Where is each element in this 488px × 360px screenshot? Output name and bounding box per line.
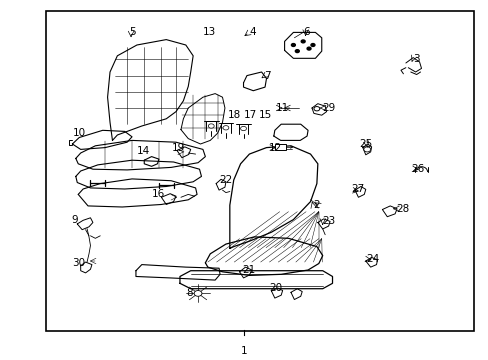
Circle shape <box>240 126 246 131</box>
Text: 5: 5 <box>129 27 136 37</box>
Text: 7: 7 <box>264 71 270 81</box>
Text: 19: 19 <box>172 143 185 153</box>
Text: 26: 26 <box>410 164 423 174</box>
Text: 23: 23 <box>322 216 335 226</box>
Text: 27: 27 <box>350 184 364 194</box>
Text: 16: 16 <box>151 189 164 199</box>
Text: 25: 25 <box>359 139 372 149</box>
Text: 14: 14 <box>137 146 150 156</box>
Text: 11: 11 <box>276 103 289 113</box>
Circle shape <box>310 44 314 46</box>
Circle shape <box>194 291 202 296</box>
Circle shape <box>291 44 295 46</box>
Text: 24: 24 <box>366 254 379 264</box>
Text: 18: 18 <box>227 110 240 120</box>
Text: 6: 6 <box>303 27 309 37</box>
Circle shape <box>363 147 370 152</box>
Circle shape <box>223 126 228 130</box>
Text: 8: 8 <box>185 288 192 298</box>
Text: 13: 13 <box>203 27 216 37</box>
Text: 15: 15 <box>259 110 272 120</box>
Bar <box>46 11 473 331</box>
Text: 3: 3 <box>412 54 419 64</box>
Text: 2: 2 <box>312 200 319 210</box>
Text: 30: 30 <box>72 258 85 268</box>
Text: 22: 22 <box>219 175 232 185</box>
Text: 17: 17 <box>243 110 256 120</box>
Circle shape <box>301 40 305 43</box>
Text: 4: 4 <box>249 27 256 37</box>
Circle shape <box>313 107 319 111</box>
Circle shape <box>208 124 214 128</box>
Circle shape <box>295 50 299 53</box>
Text: 28: 28 <box>395 204 408 214</box>
Text: 10: 10 <box>72 128 85 138</box>
Text: 12: 12 <box>268 143 282 153</box>
Circle shape <box>306 47 310 50</box>
Text: 20: 20 <box>268 283 282 293</box>
Text: 29: 29 <box>322 103 335 113</box>
Text: 9: 9 <box>71 215 78 225</box>
Text: 1: 1 <box>241 346 247 356</box>
Text: 21: 21 <box>242 265 255 275</box>
Bar <box>274 144 285 150</box>
